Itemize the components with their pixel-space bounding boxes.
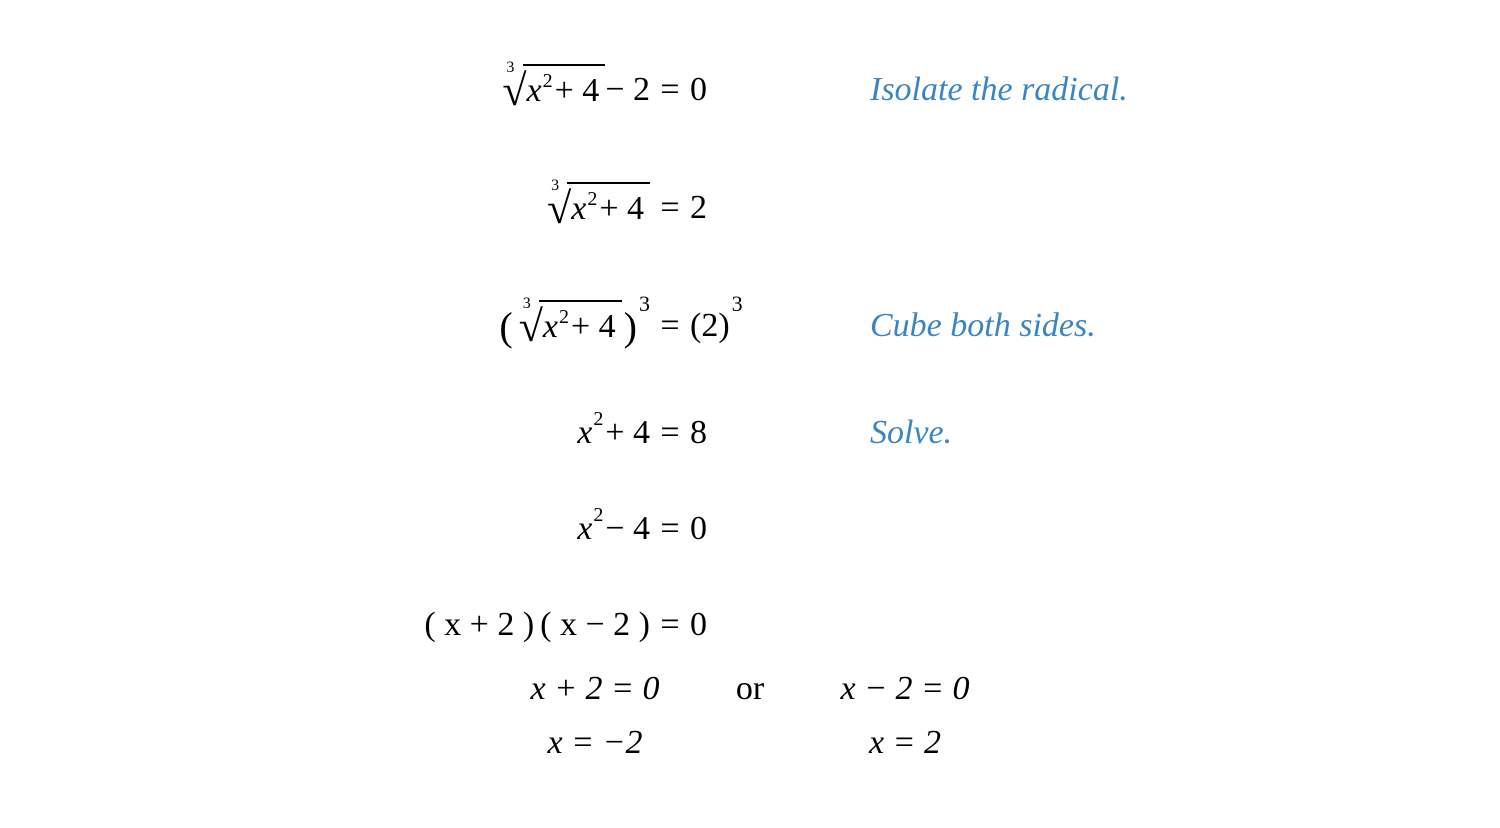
radical: 3 √ x2 + 4 [541, 185, 650, 231]
equals-sign: = [650, 307, 690, 345]
step-annotation: Isolate the radical. [870, 71, 1128, 109]
radical: 3 √ x2 + 4 [513, 303, 622, 349]
equals-sign: = [650, 510, 690, 548]
lhs-tail: − 2 [605, 71, 650, 109]
math-worked-example: 3 √ x2 + 4 − 2 = 0 Isolate the radical. [0, 0, 1500, 828]
solutions-row-2: x = −2 x = 2 [430, 724, 1070, 762]
outer-exponent: 3 [639, 291, 650, 317]
rhs: 0 [690, 510, 707, 548]
lhs-factor-b: ( x − 2 ) [540, 606, 650, 644]
equals-sign: = [650, 189, 690, 227]
solution-left-val: x = −2 [485, 724, 705, 762]
equation-row-3: ( 3 √ x2 + 4 )3 = (2)3 Cube both s [340, 276, 1160, 376]
equals-sign: = [650, 71, 690, 109]
radicand-var: x [527, 72, 542, 110]
solution-right-val: x = 2 [795, 724, 1015, 762]
radicand-tail: + 4 [555, 72, 600, 110]
rhs: 8 [690, 414, 707, 452]
equation-row-5: x2 − 4 = 0 [340, 490, 1160, 568]
equation-row-6: ( x + 2 ) ( x − 2 ) = 0 [340, 586, 1160, 664]
radicand-exp: 2 [543, 70, 553, 93]
equation-row-2: 3 √ x2 + 4 = 2 [340, 158, 1160, 258]
rhs: 0 [690, 606, 707, 644]
rhs-exponent: 3 [732, 291, 743, 317]
equals-sign: = [650, 414, 690, 452]
equation-row-4: x2 + 4 = 8 Solve. [340, 394, 1160, 472]
step-annotation: Cube both sides. [870, 307, 1096, 345]
solution-left-eq: x + 2 = 0 [485, 670, 705, 708]
rhs: 2 [690, 189, 707, 227]
equation-row-1: 3 √ x2 + 4 − 2 = 0 Isolate the radical. [340, 40, 1160, 140]
step-annotation: Solve. [870, 414, 952, 452]
rhs-base: (2) [690, 307, 730, 345]
lhs-tail: + 4 [605, 414, 650, 452]
lhs-var: x [577, 414, 592, 452]
equals-sign: = [650, 606, 690, 644]
solutions-block: x + 2 = 0 or x − 2 = 0 x = −2 x = 2 [430, 670, 1070, 778]
lhs-factor-a: ( x + 2 ) [424, 606, 534, 644]
or-text: or [705, 670, 795, 708]
lhs-exp: 2 [593, 408, 603, 431]
radical: 3 √ x2 + 4 [496, 67, 605, 113]
rhs: 0 [690, 71, 707, 109]
solution-right-eq: x − 2 = 0 [795, 670, 1015, 708]
solutions-row-1: x + 2 = 0 or x − 2 = 0 [430, 670, 1070, 708]
aligned-equations: 3 √ x2 + 4 − 2 = 0 Isolate the radical. [340, 40, 1160, 682]
